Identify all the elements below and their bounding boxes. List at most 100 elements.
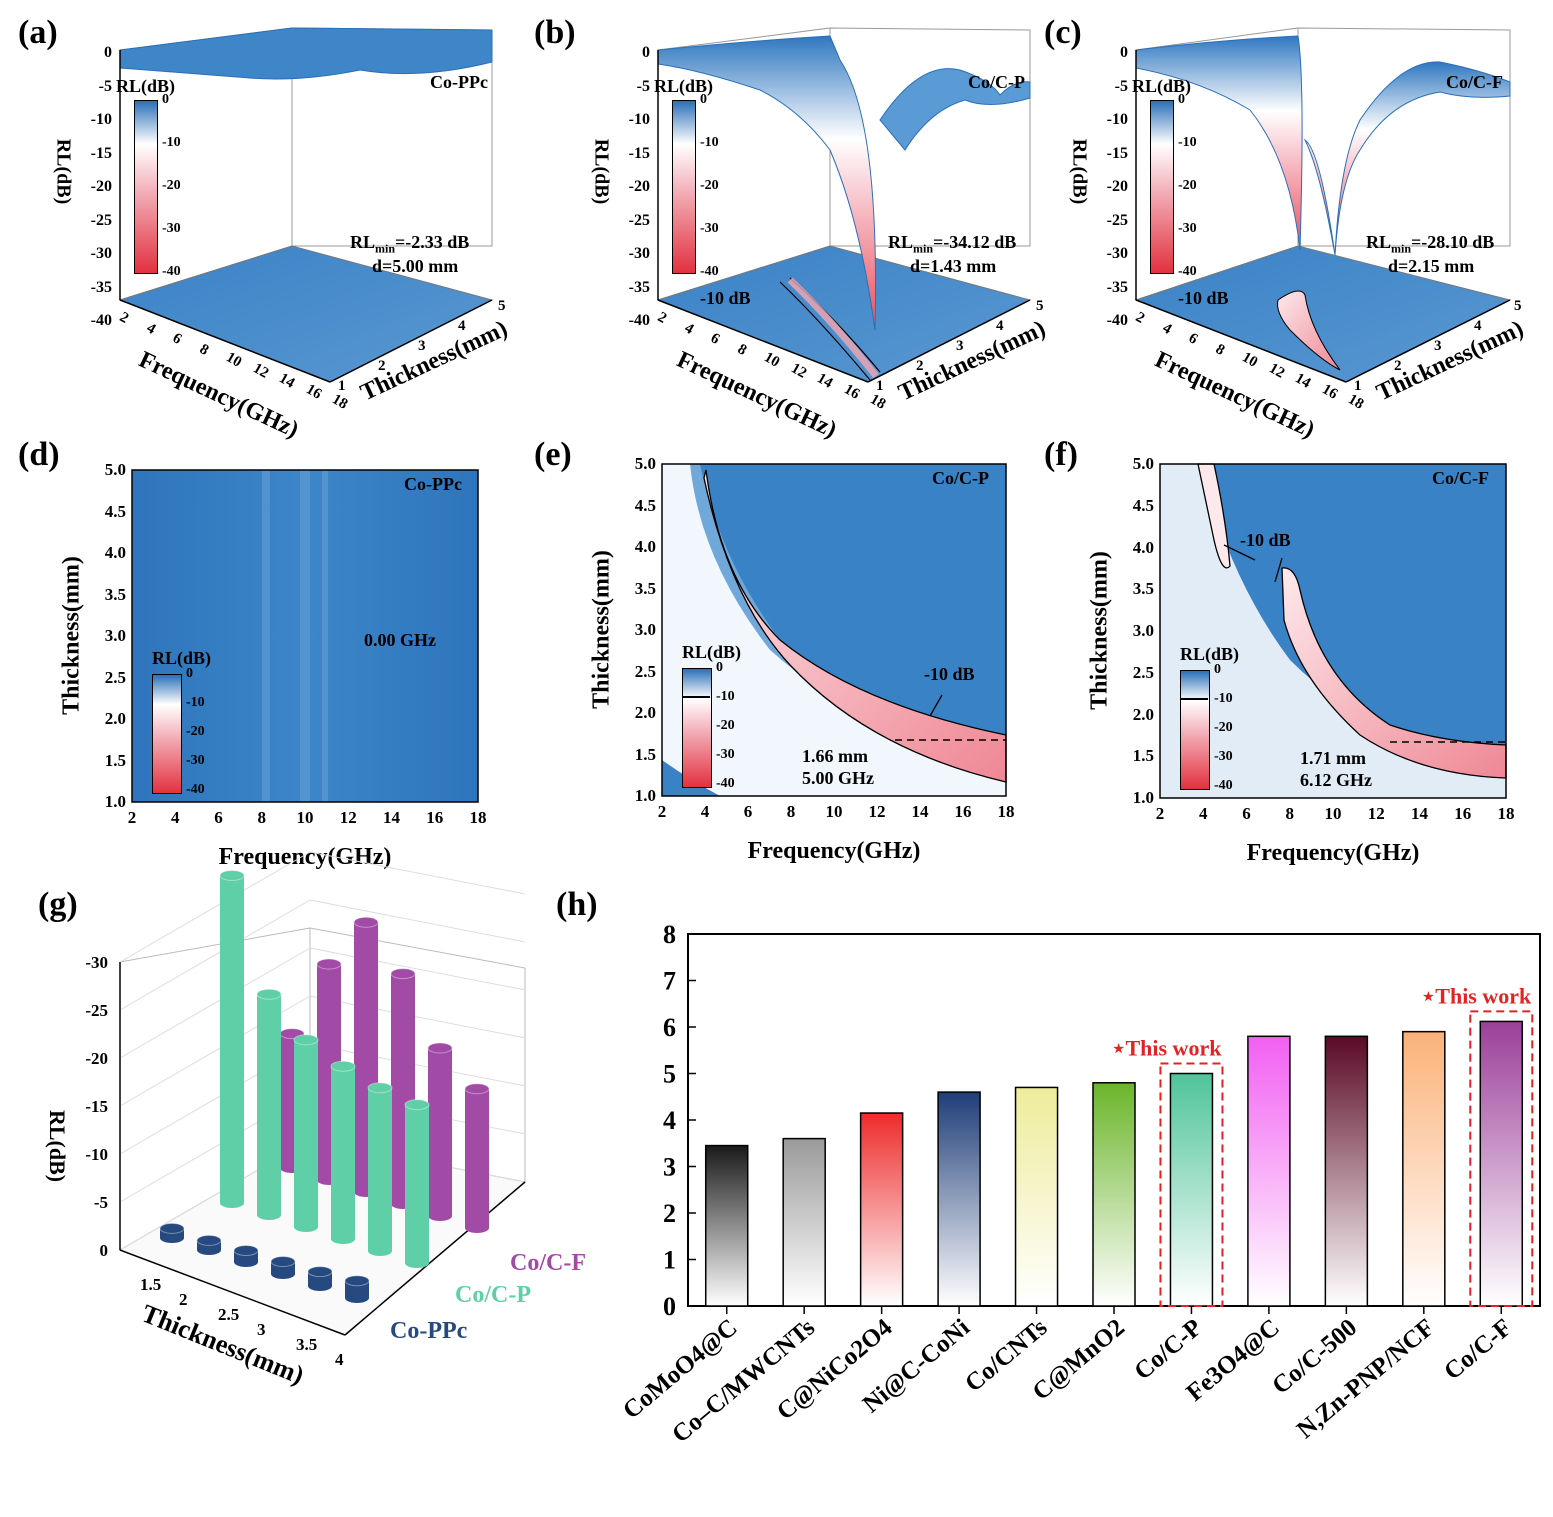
y-tick: 3 xyxy=(956,338,964,354)
z-tick: -40 xyxy=(1106,312,1128,329)
bar-Co–C/MWCNTs xyxy=(782,1137,826,1307)
x-tick: 12 xyxy=(868,802,886,821)
thickness-annotation: 1.66 mm xyxy=(802,746,868,766)
z-tick: -25 xyxy=(85,1001,108,1020)
surface-plot-co-c-p xyxy=(656,27,1032,383)
x-tick: 12 xyxy=(1367,804,1385,823)
panel-label-g: (g) xyxy=(38,886,78,923)
x-tick: 1.5 xyxy=(140,1275,161,1294)
z-tick: -10 xyxy=(90,111,112,128)
y-tick: 5.0 xyxy=(1132,454,1154,473)
y-tick: 5 xyxy=(1514,298,1522,314)
bar-base xyxy=(368,1246,392,1256)
y-tick: 8 xyxy=(663,920,676,949)
colorbar-title: RL(dB) xyxy=(152,648,212,668)
rl-min-annotation: RLmin=-34.12 dB xyxy=(888,232,1016,257)
z-tick: -5 xyxy=(94,1193,108,1212)
colorbar-tick: 0 xyxy=(700,92,707,107)
colorbar-tick: -40 xyxy=(186,782,205,797)
x-tick: 18 xyxy=(469,808,487,827)
gridline xyxy=(309,899,526,943)
x-tick: 14 xyxy=(911,802,929,821)
z-tick: -25 xyxy=(628,211,650,229)
z-tick: -40 xyxy=(90,312,112,329)
gridline xyxy=(309,1043,526,1087)
x-tick: 14 xyxy=(1411,804,1428,823)
colorbar-tick: -10 xyxy=(1178,135,1197,150)
gridline xyxy=(119,851,311,963)
colorbar xyxy=(682,668,712,788)
bar-Co/C-P xyxy=(331,1066,355,1239)
y-tick: 1 xyxy=(1354,378,1362,394)
bar-base xyxy=(197,1245,221,1255)
bar-Co/C-F xyxy=(465,1088,489,1228)
bar-base xyxy=(234,1257,258,1267)
bar-base xyxy=(405,1258,429,1268)
bar-cap xyxy=(233,1244,259,1256)
bar-cap xyxy=(219,869,245,881)
bar-base xyxy=(331,1234,355,1244)
this-work-label: ⋆This work xyxy=(1422,983,1533,1008)
x-tick: 16 xyxy=(954,802,972,821)
z-tick: -10 xyxy=(1106,111,1128,128)
bar-cap xyxy=(464,1083,490,1095)
y-tick: 2.0 xyxy=(1132,704,1154,724)
y-tick: 1.5 xyxy=(1132,746,1154,766)
x-tick: 2.5 xyxy=(218,1305,239,1324)
bar-base xyxy=(271,1269,295,1279)
x-tick: 2 xyxy=(127,808,137,827)
bar-Co/C-P xyxy=(1169,1072,1214,1307)
x-tick: 8 xyxy=(1285,804,1295,823)
y-tick: 5 xyxy=(1036,298,1044,314)
thickness-annotation: d=5.00 mm xyxy=(372,256,459,276)
z-tick: -35 xyxy=(628,278,650,296)
x-tick: 2 xyxy=(1155,804,1165,823)
x-tick: 14 xyxy=(383,808,400,827)
y-tick: 3.5 xyxy=(104,584,126,604)
colorbar-tick: -20 xyxy=(716,718,735,733)
colorbar-tick: -30 xyxy=(1214,749,1233,764)
colorbar xyxy=(1180,670,1210,790)
z-tick: 0 xyxy=(100,1241,109,1260)
colorbar-tick: -30 xyxy=(1178,221,1197,236)
colorbar-tick: -40 xyxy=(716,776,735,791)
y-tick: 3 xyxy=(1434,338,1442,354)
bar-cap xyxy=(367,1082,393,1094)
sample-name: Co-PPc xyxy=(430,72,488,92)
bar-cap xyxy=(159,1222,185,1234)
y-tick: 4.5 xyxy=(1132,495,1154,515)
eab-annotation: 0.00 GHz xyxy=(364,630,436,650)
bar-cap xyxy=(427,1042,453,1054)
x-axis-title: Frequency(GHz) xyxy=(747,838,921,864)
colorbar-tick: -10 xyxy=(716,689,735,704)
bar-cap xyxy=(404,1099,430,1111)
y-tick: 4.5 xyxy=(634,495,656,515)
bar-Co/C-P xyxy=(257,994,281,1215)
z-tick: -20 xyxy=(628,178,650,195)
colorbar-tick: -10 xyxy=(1214,691,1233,706)
y-tick: 4 xyxy=(458,318,466,334)
z-tick: -30 xyxy=(1106,245,1128,262)
colorbar-title: RL(dB) xyxy=(1180,644,1240,664)
y-tick: 4 xyxy=(663,1106,676,1135)
bar-Co/C-P xyxy=(405,1104,429,1263)
y-tick: 1.0 xyxy=(104,792,126,811)
x-tick: 6 xyxy=(743,802,753,821)
z-tick: -15 xyxy=(628,144,650,162)
bar-base xyxy=(345,1293,369,1303)
colorbar-tick: -30 xyxy=(716,747,735,762)
z-tick: -35 xyxy=(1106,278,1128,296)
bar-C@NiCo2O4 xyxy=(859,1112,904,1307)
bar-Co/C-F xyxy=(1479,1020,1524,1307)
y-tick: 2 xyxy=(1394,358,1402,374)
colorbar-tick: -20 xyxy=(1214,720,1233,735)
gridline xyxy=(119,947,311,1059)
z-tick: -10 xyxy=(628,111,650,128)
x-axis-title: Frequency(GHz) xyxy=(1246,840,1420,866)
x-tick: N,Zn-PNP/NCF xyxy=(1292,1314,1440,1444)
z-tick: -35 xyxy=(90,278,112,296)
contour-label: -10 dB xyxy=(1240,530,1291,550)
y-tick: 4 xyxy=(1474,318,1482,334)
bar-base xyxy=(465,1223,489,1233)
colorbar-tick: -20 xyxy=(186,724,205,739)
